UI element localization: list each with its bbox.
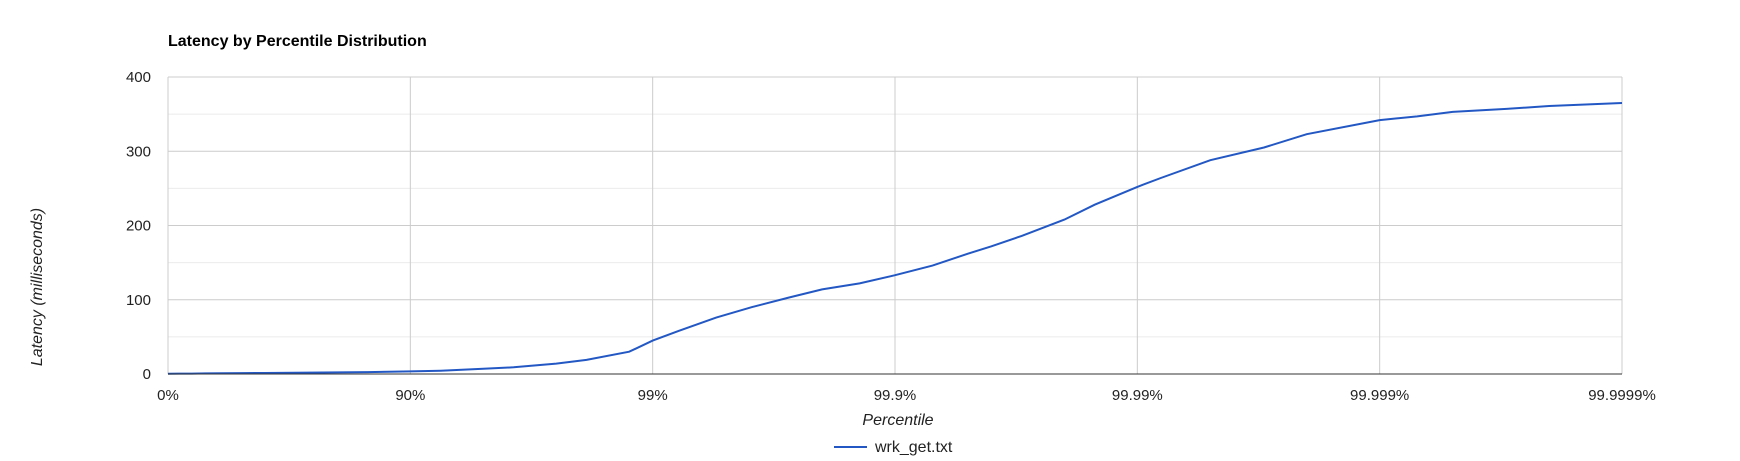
- x-tick-label: 99.99%: [1112, 387, 1163, 404]
- x-axis-ticks: 0% 90% 99% 99.9% 99.99% 99.999% 99.9999%: [157, 387, 1656, 404]
- y-tick-label: 200: [126, 218, 151, 235]
- y-axis-ticks: 0 100 200 300 400: [126, 69, 151, 383]
- series-line: [167, 102, 1623, 375]
- chart-grid: [167, 76, 1623, 374]
- y-tick-label: 0: [143, 366, 151, 383]
- x-tick-label: 99.9%: [874, 387, 917, 404]
- x-tick-label: 99.999%: [1350, 387, 1409, 404]
- y-tick-label: 100: [126, 292, 151, 309]
- x-tick-label: 99.9999%: [1588, 387, 1656, 404]
- chart-title: Latency by Percentile Distribution: [168, 33, 427, 50]
- y-tick-label: 300: [126, 143, 151, 160]
- y-axis-title: Latency (milliseconds): [29, 208, 46, 366]
- x-tick-label: 90%: [395, 387, 425, 404]
- x-axis-title: Percentile: [862, 412, 933, 429]
- y-tick-label: 400: [126, 69, 151, 86]
- x-tick-label: 0%: [157, 387, 179, 404]
- legend-label: wrk_get.txt: [874, 439, 953, 456]
- x-tick-label: 99%: [638, 387, 668, 404]
- legend[interactable]: wrk_get.txt: [834, 439, 953, 456]
